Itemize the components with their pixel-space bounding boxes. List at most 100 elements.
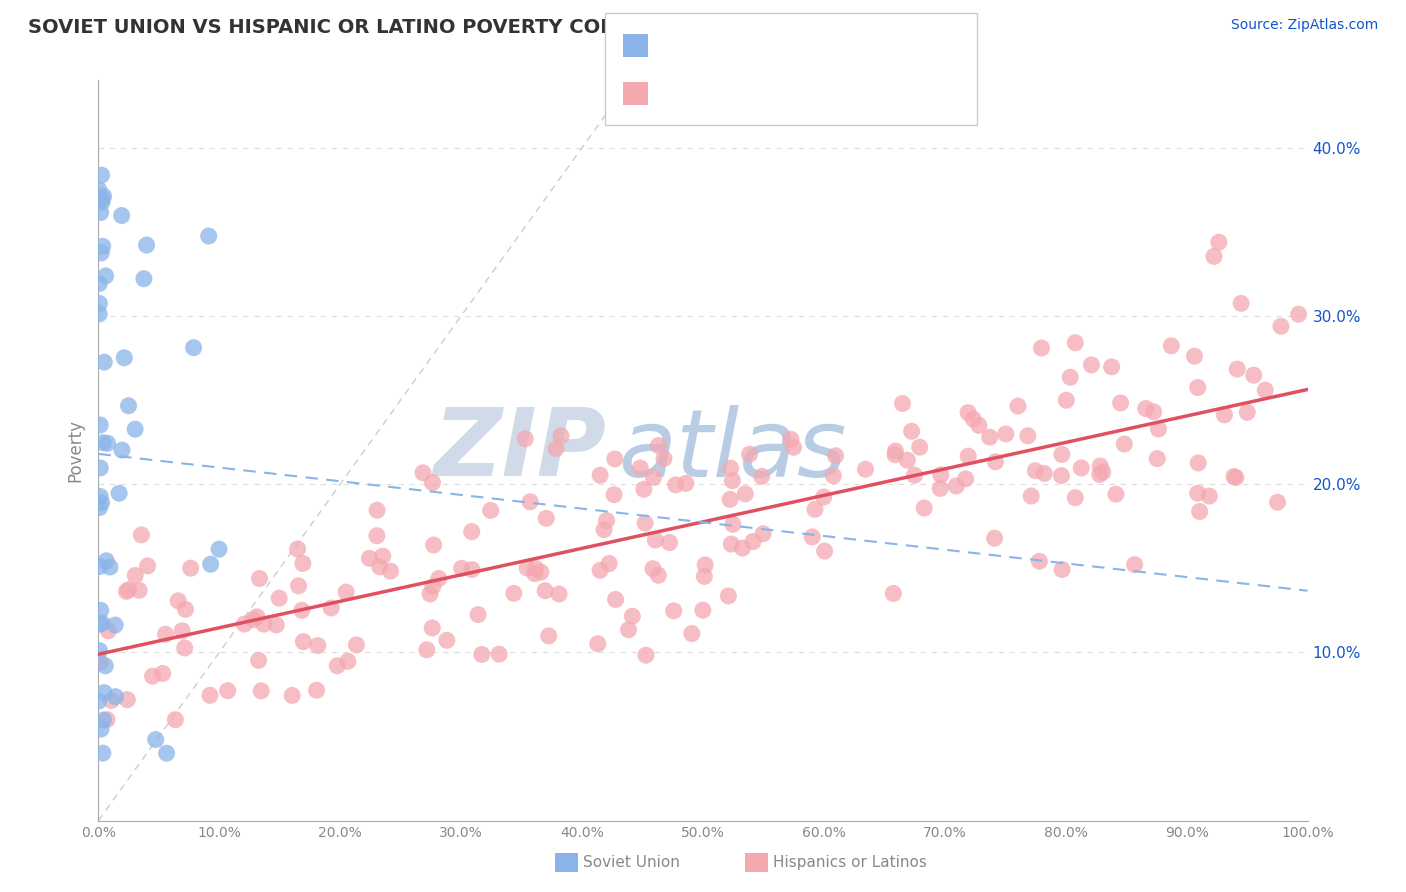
Point [287, 579, 309, 593]
Point [155, 746, 177, 760]
Point [782, 440, 804, 454]
Point [471, 648, 494, 662]
Point [502, 586, 524, 600]
Point [249, 572, 271, 586]
Point [1160, 339, 1182, 353]
Point [720, 537, 742, 551]
Point [813, 544, 835, 558]
Point [929, 467, 952, 482]
Point [595, 514, 617, 528]
Point [155, 627, 177, 641]
Text: Soviet Union: Soviet Union [583, 855, 681, 870]
Point [945, 479, 967, 493]
Point [955, 472, 977, 486]
Point [1188, 504, 1211, 518]
Point [628, 461, 651, 475]
Point [197, 229, 219, 244]
Point [734, 487, 756, 501]
Point [717, 589, 740, 603]
Point [90, 205, 112, 219]
Point [94, 658, 117, 673]
Point [124, 568, 146, 582]
Point [111, 209, 134, 223]
Point [208, 542, 231, 557]
Point [1147, 422, 1170, 436]
Point [1088, 458, 1111, 473]
Point [621, 609, 644, 624]
Point [174, 602, 197, 616]
Point [366, 529, 388, 543]
Point [665, 478, 688, 492]
Point [93, 189, 115, 203]
Point [1226, 362, 1249, 376]
Point [89, 559, 111, 574]
Point [1223, 469, 1246, 483]
Point [1070, 461, 1092, 475]
Point [979, 430, 1001, 444]
Point [603, 452, 626, 467]
Point [1267, 495, 1289, 509]
Point [128, 583, 150, 598]
Point [1033, 467, 1056, 481]
Point [117, 582, 139, 597]
Point [291, 603, 314, 617]
Point [813, 490, 835, 504]
Point [912, 501, 935, 516]
Point [422, 475, 444, 490]
Point [634, 648, 657, 662]
Point [246, 610, 269, 624]
Point [183, 341, 205, 355]
Point [1019, 489, 1042, 503]
Point [124, 422, 146, 436]
Point [523, 566, 546, 581]
Point [957, 449, 980, 463]
Point [658, 535, 681, 549]
Point [721, 474, 744, 488]
Point [983, 531, 1005, 545]
Point [643, 470, 665, 484]
Text: N =: N = [758, 77, 794, 95]
Point [115, 584, 138, 599]
Point [731, 541, 754, 555]
Point [89, 417, 111, 432]
Point [461, 524, 484, 539]
Point [1225, 470, 1247, 484]
Point [720, 461, 742, 475]
Point [1028, 554, 1050, 568]
Point [693, 569, 716, 583]
Point [900, 425, 922, 439]
Point [247, 653, 270, 667]
Point [1202, 249, 1225, 263]
Text: 198: 198 [797, 77, 832, 95]
Point [1080, 358, 1102, 372]
Point [269, 591, 291, 606]
Point [89, 643, 111, 657]
Point [167, 594, 190, 608]
Point [422, 580, 444, 594]
Point [427, 571, 450, 585]
Point [91, 746, 114, 760]
Point [855, 462, 877, 476]
Point [1064, 335, 1087, 350]
Point [984, 455, 1007, 469]
Point [1101, 359, 1123, 374]
Point [1054, 393, 1077, 408]
Point [416, 642, 439, 657]
Point [605, 592, 627, 607]
Point [420, 621, 443, 635]
Point [548, 587, 571, 601]
Point [461, 562, 484, 576]
Point [91, 616, 114, 631]
Point [94, 268, 117, 283]
Point [1091, 465, 1114, 479]
Point [173, 640, 195, 655]
Point [824, 449, 846, 463]
Point [884, 444, 907, 458]
Point [752, 526, 775, 541]
Point [908, 440, 931, 454]
Point [586, 637, 609, 651]
Point [89, 461, 111, 475]
Point [165, 713, 187, 727]
Point [962, 412, 984, 426]
Point [1146, 451, 1168, 466]
